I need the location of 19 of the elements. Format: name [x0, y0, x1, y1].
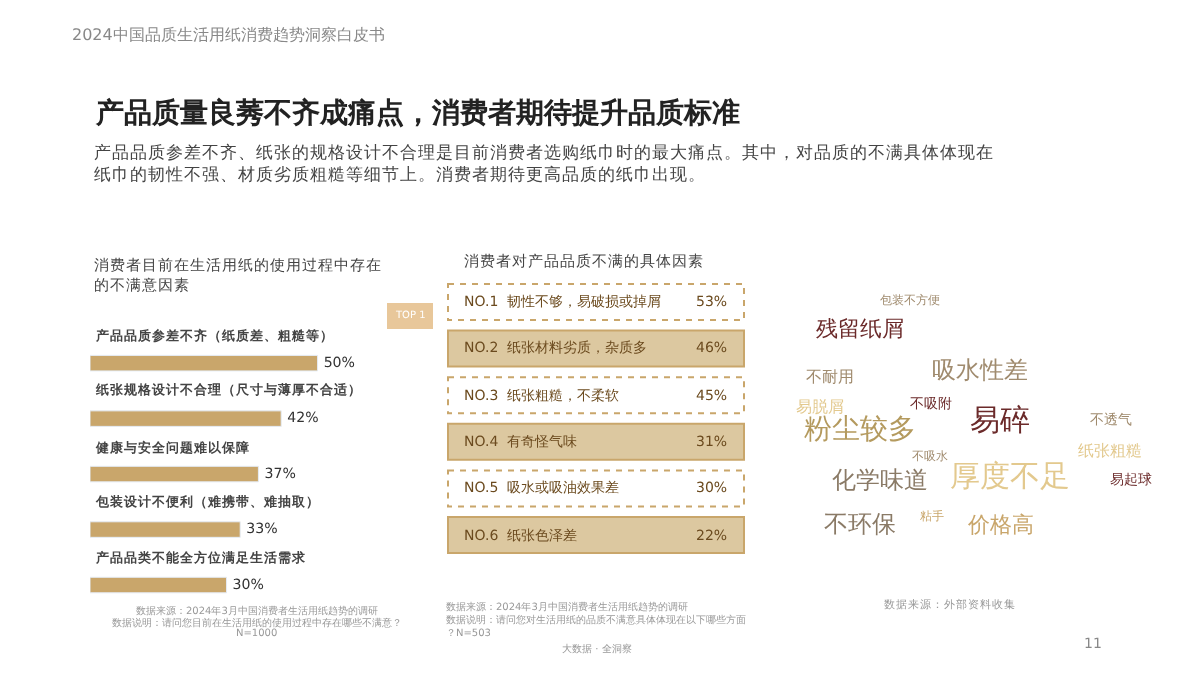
category-label: 不环保: [824, 510, 896, 538]
category-label: 易脱屑: [796, 398, 844, 416]
data-label: 30%: [232, 574, 265, 593]
category-label: 厚度不足: [950, 458, 1070, 494]
text: 2024中国品质生活用纸消费趋势洞察白皮书: [72, 26, 385, 44]
category-label: 纸张粗糙: [1078, 442, 1142, 460]
category-label: 价格高: [966, 512, 1034, 538]
text: 产品品质参差不齐、纸张的规格设计不合理是目前消费者选购纸巾时的最大痛点。其中，对品质的不满具体体现在纸巾的韧性不强、材质劣质粗糙等细节上。消费者期待更高品质的纸巾出现。: [94, 142, 994, 187]
category-label: 化学味道: [832, 466, 928, 494]
data-label: 33%: [246, 519, 279, 538]
category-label: 不耐用: [806, 368, 854, 386]
data-label: 37%: [264, 463, 297, 482]
category-label: 吸水性差: [932, 356, 1028, 384]
data-label: 42%: [287, 408, 320, 427]
category-label: 易碎: [970, 402, 1030, 438]
data-label: 50%: [323, 352, 356, 371]
category-label: 粉尘较多: [804, 414, 916, 446]
text: 产品质量良莠不齐成痛点，消费者期待提升品质标准: [94, 96, 740, 130]
category-label: 残留纸屑: [816, 316, 904, 342]
